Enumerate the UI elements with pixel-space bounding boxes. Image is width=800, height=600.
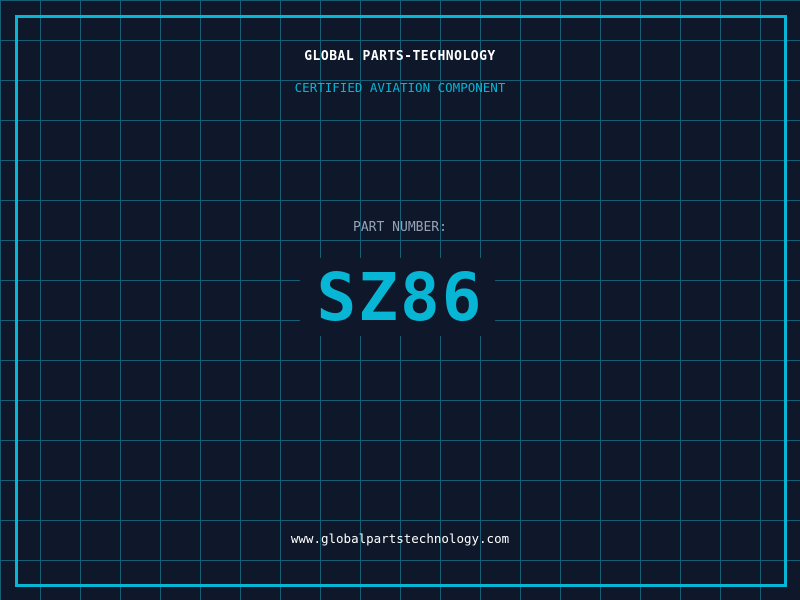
card-border [15,15,787,587]
part-number-backdrop [300,258,495,336]
part-number-value: SZ86 [316,259,484,336]
certification-subtitle: CERTIFIED AVIATION COMPONENT [294,80,506,95]
company-name: GLOBAL PARTS-TECHNOLOGY [304,49,496,64]
website-url: www.globalpartstechnology.com [290,531,510,546]
part-number-label: PART NUMBER: [353,220,447,235]
